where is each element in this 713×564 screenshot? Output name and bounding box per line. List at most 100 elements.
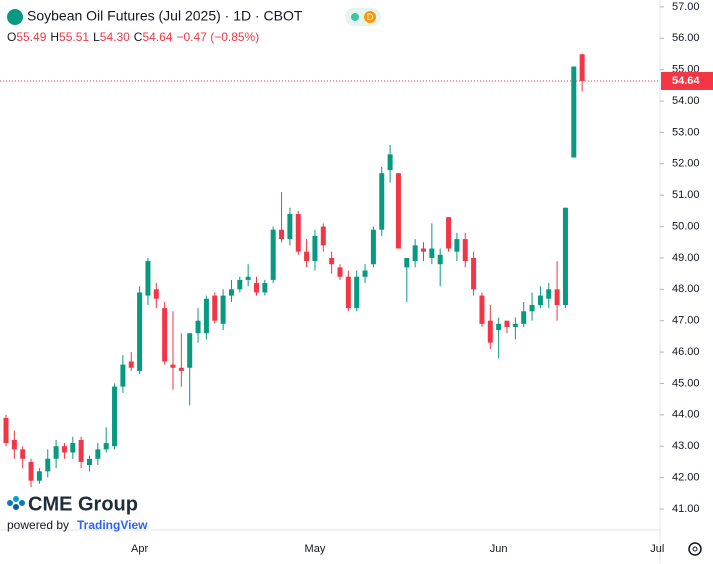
candle-body — [95, 449, 101, 459]
logo-dot — [7, 500, 13, 506]
y-tick-label: 45.00 — [672, 377, 700, 389]
candle-body — [446, 217, 452, 249]
candle-body — [320, 226, 326, 246]
candle-body — [421, 248, 426, 252]
candle-body — [120, 364, 126, 387]
last-price-label: 54.64 — [672, 75, 700, 87]
ohlc-value: 55.49 — [16, 30, 46, 44]
settings-button[interactable] — [688, 542, 702, 556]
candle-body — [45, 458, 51, 472]
ohlc-key: L — [93, 30, 100, 44]
candle-body — [237, 279, 243, 290]
candle-body — [36, 471, 42, 481]
ohlc-change: −0.47 (−0.85%) — [177, 30, 260, 44]
candle-body — [370, 229, 376, 265]
candle-body — [379, 173, 385, 230]
y-tick-label: 41.00 — [672, 503, 700, 515]
x-tick-label: May — [305, 543, 326, 555]
candle-body — [454, 239, 460, 252]
candle-body — [546, 289, 552, 299]
ohlc-values: O55.49 H55.51 L54.30 C54.64 −0.47 (−0.85%) — [7, 30, 259, 44]
candle-body — [187, 333, 193, 368]
candle-body — [404, 257, 410, 268]
candle-body — [262, 283, 268, 293]
candle-body — [295, 214, 301, 252]
y-tick-label: 47.00 — [672, 315, 700, 327]
x-tick-label: Apr — [131, 543, 148, 555]
logo: CME Group powered by TradingView — [7, 493, 148, 532]
y-tick-label: 57.00 — [672, 1, 700, 13]
candle-body — [554, 289, 560, 306]
badge: D — [367, 12, 374, 22]
x-tick-label: Jun — [490, 543, 508, 555]
candle-body — [178, 367, 184, 371]
candle-body — [345, 276, 351, 309]
candle-body — [412, 245, 418, 262]
candle-body — [153, 289, 159, 299]
candle-body — [170, 364, 176, 368]
y-tick-label: 46.00 — [672, 346, 700, 358]
candle-body — [87, 458, 92, 466]
candle-body — [479, 295, 485, 324]
candle-body — [270, 229, 276, 280]
candle-body — [279, 229, 285, 240]
y-tick-label: 54.00 — [672, 95, 700, 107]
candle-body — [537, 295, 543, 306]
y-tick-label: 44.00 — [672, 409, 700, 421]
y-tick-label: 53.00 — [672, 126, 700, 138]
x-tick-label: Jul — [650, 543, 664, 555]
logo-dot — [13, 504, 19, 510]
ohlc-value: 55.51 — [59, 30, 89, 44]
logo-brand: CME Group — [28, 493, 138, 515]
y-tick-label: 52.00 — [672, 158, 700, 170]
last-price-tag — [661, 71, 713, 90]
y-tick-label: 50.00 — [672, 220, 700, 232]
candle-body — [512, 323, 518, 327]
candle-body — [437, 254, 443, 265]
candle-body — [362, 270, 368, 277]
candle-body — [529, 305, 535, 312]
candle-body — [145, 261, 151, 296]
gear-hub[interactable] — [692, 546, 698, 552]
candle-body — [70, 443, 76, 453]
ohlc-value: 54.30 — [100, 30, 130, 44]
y-tick-label: 56.00 — [672, 32, 700, 44]
provider: TradingView — [77, 518, 148, 532]
candle-body — [304, 251, 310, 262]
candle-body — [11, 439, 17, 450]
candle-body — [228, 289, 234, 296]
candle-body — [287, 214, 293, 240]
candle-body — [212, 295, 218, 321]
y-tick-label: 42.00 — [672, 472, 700, 484]
candle-body — [496, 323, 502, 331]
candle-body — [162, 308, 168, 362]
candle-body — [562, 207, 568, 306]
y-tick-label: 51.00 — [672, 189, 700, 201]
candle-body — [504, 320, 510, 327]
candle-body — [195, 320, 201, 334]
candle-body — [429, 248, 435, 258]
candle-body — [3, 417, 9, 444]
chart-title: Soybean Oil Futures (Jul 2025) · 1D · CB… — [27, 8, 303, 24]
legend-header: Soybean Oil Futures (Jul 2025) · 1D · CB… — [7, 8, 381, 44]
candle-body — [395, 173, 401, 249]
candle-body — [53, 446, 59, 459]
ohlc-key: C — [134, 30, 143, 44]
gear-icon[interactable] — [688, 542, 702, 556]
logo-dot — [13, 496, 19, 502]
candle-body — [203, 298, 209, 334]
y-tick-label: 43.00 — [672, 440, 700, 452]
candle-body — [28, 461, 34, 481]
candle-body — [61, 446, 67, 453]
candle-body — [521, 311, 527, 324]
candle-body — [128, 361, 134, 368]
y-tick-label: 49.00 — [672, 252, 700, 264]
candle-body — [579, 54, 585, 81]
candle-body — [354, 276, 360, 309]
candle-body — [312, 235, 318, 262]
badge-circle — [364, 11, 376, 23]
candle-body — [487, 320, 493, 343]
ohlc-key: O — [7, 30, 16, 44]
status-dot — [351, 13, 359, 21]
